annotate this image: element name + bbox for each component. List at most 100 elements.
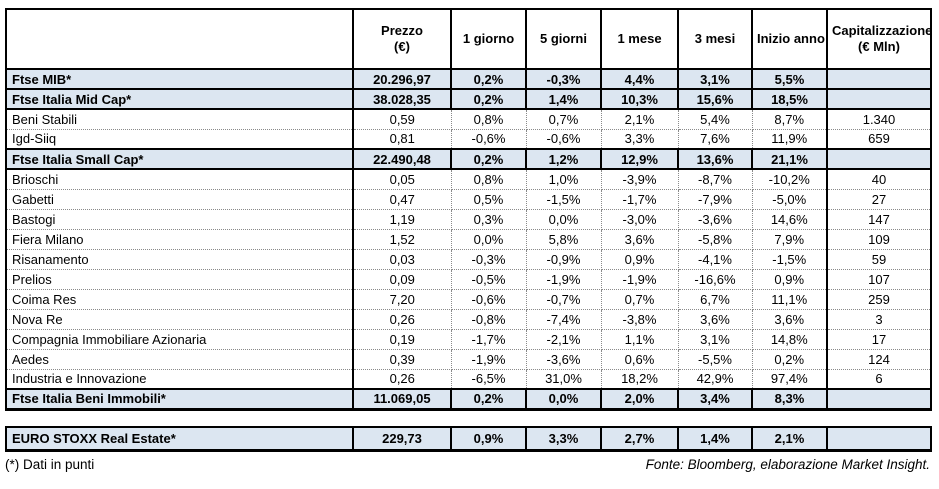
- value-cell: 0,0%: [450, 228, 527, 250]
- value-cell: -0,6%: [450, 288, 527, 310]
- value-cell: 12,9%: [600, 148, 679, 170]
- column-header-unit: (€): [394, 39, 410, 54]
- value-cell: -6,5%: [450, 368, 527, 390]
- value-cell: -1,7%: [600, 188, 679, 210]
- value-cell: 0,2%: [450, 148, 527, 170]
- value-cell: 109: [826, 228, 932, 250]
- value-cell: -7,4%: [525, 308, 602, 330]
- value-cell: 18,5%: [751, 88, 828, 110]
- table-row: Bastogi 1,19 0,3% 0,0% -3,0% -3,6% 14,6% 147: [5, 208, 932, 230]
- value-cell: 11.069,05: [352, 388, 452, 410]
- value-cell: -3,6%: [525, 348, 602, 370]
- column-header: Inizio anno: [751, 8, 828, 70]
- value-cell: 1,1%: [600, 328, 679, 350]
- row-label-cell: Industria e Innovazione: [5, 368, 354, 390]
- value-cell: 3,6%: [677, 308, 753, 330]
- value-cell: -3,0%: [600, 208, 679, 230]
- value-cell: -2,1%: [525, 328, 602, 350]
- table-row: Gabetti 0,47 0,5% -1,5% -1,7% -7,9% -5,0% 27: [5, 188, 932, 210]
- value-cell: 7,20: [352, 288, 452, 310]
- table-row: Nova Re 0,26 -0,8% -7,4% -3,8% 3,6% 3,6% 3: [5, 308, 932, 330]
- source-text: Fonte: Bloomberg, elaborazione Market In…: [645, 457, 930, 472]
- row-label-cell: Igd-Siiq: [5, 128, 354, 150]
- value-cell: 11,1%: [751, 288, 828, 310]
- table-row: Ftse Italia Beni Immobili* 11.069,05 0,2% 0…: [5, 388, 932, 410]
- table-row: Brioschi 0,05 0,8% 1,0% -3,9% -8,7% -10,2% 40: [5, 168, 932, 190]
- value-cell: 0,7%: [600, 288, 679, 310]
- footnote-text: (*) Dati in punti: [5, 457, 95, 472]
- value-cell: 147: [826, 208, 932, 230]
- value-cell: 229,73: [352, 425, 452, 452]
- value-cell: -5,5%: [677, 348, 753, 370]
- row-label-cell: Ftse MIB*: [5, 68, 354, 90]
- value-cell: 31,0%: [525, 368, 602, 390]
- value-cell: 11,9%: [751, 128, 828, 150]
- column-header-label: Capitalizzazione: [832, 22, 931, 38]
- column-header: 1 giorno: [450, 8, 527, 70]
- value-cell: -5,8%: [677, 228, 753, 250]
- value-cell: -10,2%: [751, 168, 828, 190]
- value-cell: 0,03: [352, 248, 452, 270]
- value-cell: 1,52: [352, 228, 452, 250]
- value-cell: 0,9%: [450, 425, 527, 452]
- table-row: Industria e Innovazione 0,26 -6,5% 31,0% 18,…: [5, 368, 932, 390]
- value-cell: -3,8%: [600, 308, 679, 330]
- value-cell: 0,8%: [450, 108, 527, 130]
- table-row: Beni Stabili 0,59 0,8% 0,7% 2,1% 5,4% 8,7% 1.34…: [5, 108, 932, 130]
- value-cell: 1,4%: [525, 88, 602, 110]
- value-cell: 7,9%: [751, 228, 828, 250]
- value-cell: 8,7%: [751, 108, 828, 130]
- row-label-cell: Risanamento: [5, 248, 354, 270]
- value-cell: 1,4%: [677, 425, 753, 452]
- table-row: Coima Res 7,20 -0,6% -0,7% 0,7% 6,7% 11,1% 259: [5, 288, 932, 310]
- value-cell: 22.490,48: [352, 148, 452, 170]
- value-cell: 0,09: [352, 268, 452, 290]
- value-cell: 7,6%: [677, 128, 753, 150]
- value-cell: -1,9%: [450, 348, 527, 370]
- value-cell: 3,6%: [751, 308, 828, 330]
- value-cell: 0,5%: [450, 188, 527, 210]
- row-label-cell: Fiera Milano: [5, 228, 354, 250]
- header-row: Prezzo (€) 1 giorno 5 giorni 1 mese 3 mesi Ini…: [5, 8, 932, 70]
- value-cell: -0,9%: [525, 248, 602, 270]
- euro-stoxx-table: EURO STOXX Real Estate* 229,73 0,9% 3,3% 2,7…: [5, 425, 932, 452]
- value-cell: -5,0%: [751, 188, 828, 210]
- value-cell: 59: [826, 248, 932, 270]
- value-cell: 0,19: [352, 328, 452, 350]
- value-cell: -0,5%: [450, 268, 527, 290]
- row-label-cell: Beni Stabili: [5, 108, 354, 130]
- value-cell: [826, 88, 932, 110]
- value-cell: 0,6%: [600, 348, 679, 370]
- value-cell: 0,81: [352, 128, 452, 150]
- column-header: 3 mesi: [677, 8, 753, 70]
- value-cell: 0,0%: [525, 208, 602, 230]
- value-cell: -0,3%: [525, 68, 602, 90]
- value-cell: -1,9%: [600, 268, 679, 290]
- value-cell: 27: [826, 188, 932, 210]
- value-cell: [826, 148, 932, 170]
- value-cell: 10,3%: [600, 88, 679, 110]
- table-row: Prelios 0,09 -0,5% -1,9% -1,9% -16,6% 0,9% 107: [5, 268, 932, 290]
- value-cell: -1,5%: [525, 188, 602, 210]
- value-cell: 0,8%: [450, 168, 527, 190]
- value-cell: 1,2%: [525, 148, 602, 170]
- value-cell: 38.028,35: [352, 88, 452, 110]
- value-cell: -1,5%: [751, 248, 828, 270]
- row-label-cell: Bastogi: [5, 208, 354, 230]
- value-cell: 14,8%: [751, 328, 828, 350]
- value-cell: 0,2%: [450, 388, 527, 410]
- value-cell: -0,7%: [525, 288, 602, 310]
- column-header: 5 giorni: [525, 8, 602, 70]
- value-cell: 8,3%: [751, 388, 828, 410]
- value-cell: 1,0%: [525, 168, 602, 190]
- value-cell: 3,3%: [525, 425, 602, 452]
- value-cell: 3,1%: [677, 328, 753, 350]
- row-label-cell: Brioschi: [5, 168, 354, 190]
- table-row: Compagnia Immobiliare Azionaria 0,19 -1,7%…: [5, 328, 932, 350]
- corner-cell: [5, 8, 354, 70]
- value-cell: -16,6%: [677, 268, 753, 290]
- value-cell: 3,6%: [600, 228, 679, 250]
- value-cell: 0,2%: [450, 88, 527, 110]
- table-row: Aedes 0,39 -1,9% -3,6% 0,6% -5,5% 0,2% 124: [5, 348, 932, 370]
- footer: (*) Dati in punti Fonte: Bloomberg, elab…: [5, 457, 930, 472]
